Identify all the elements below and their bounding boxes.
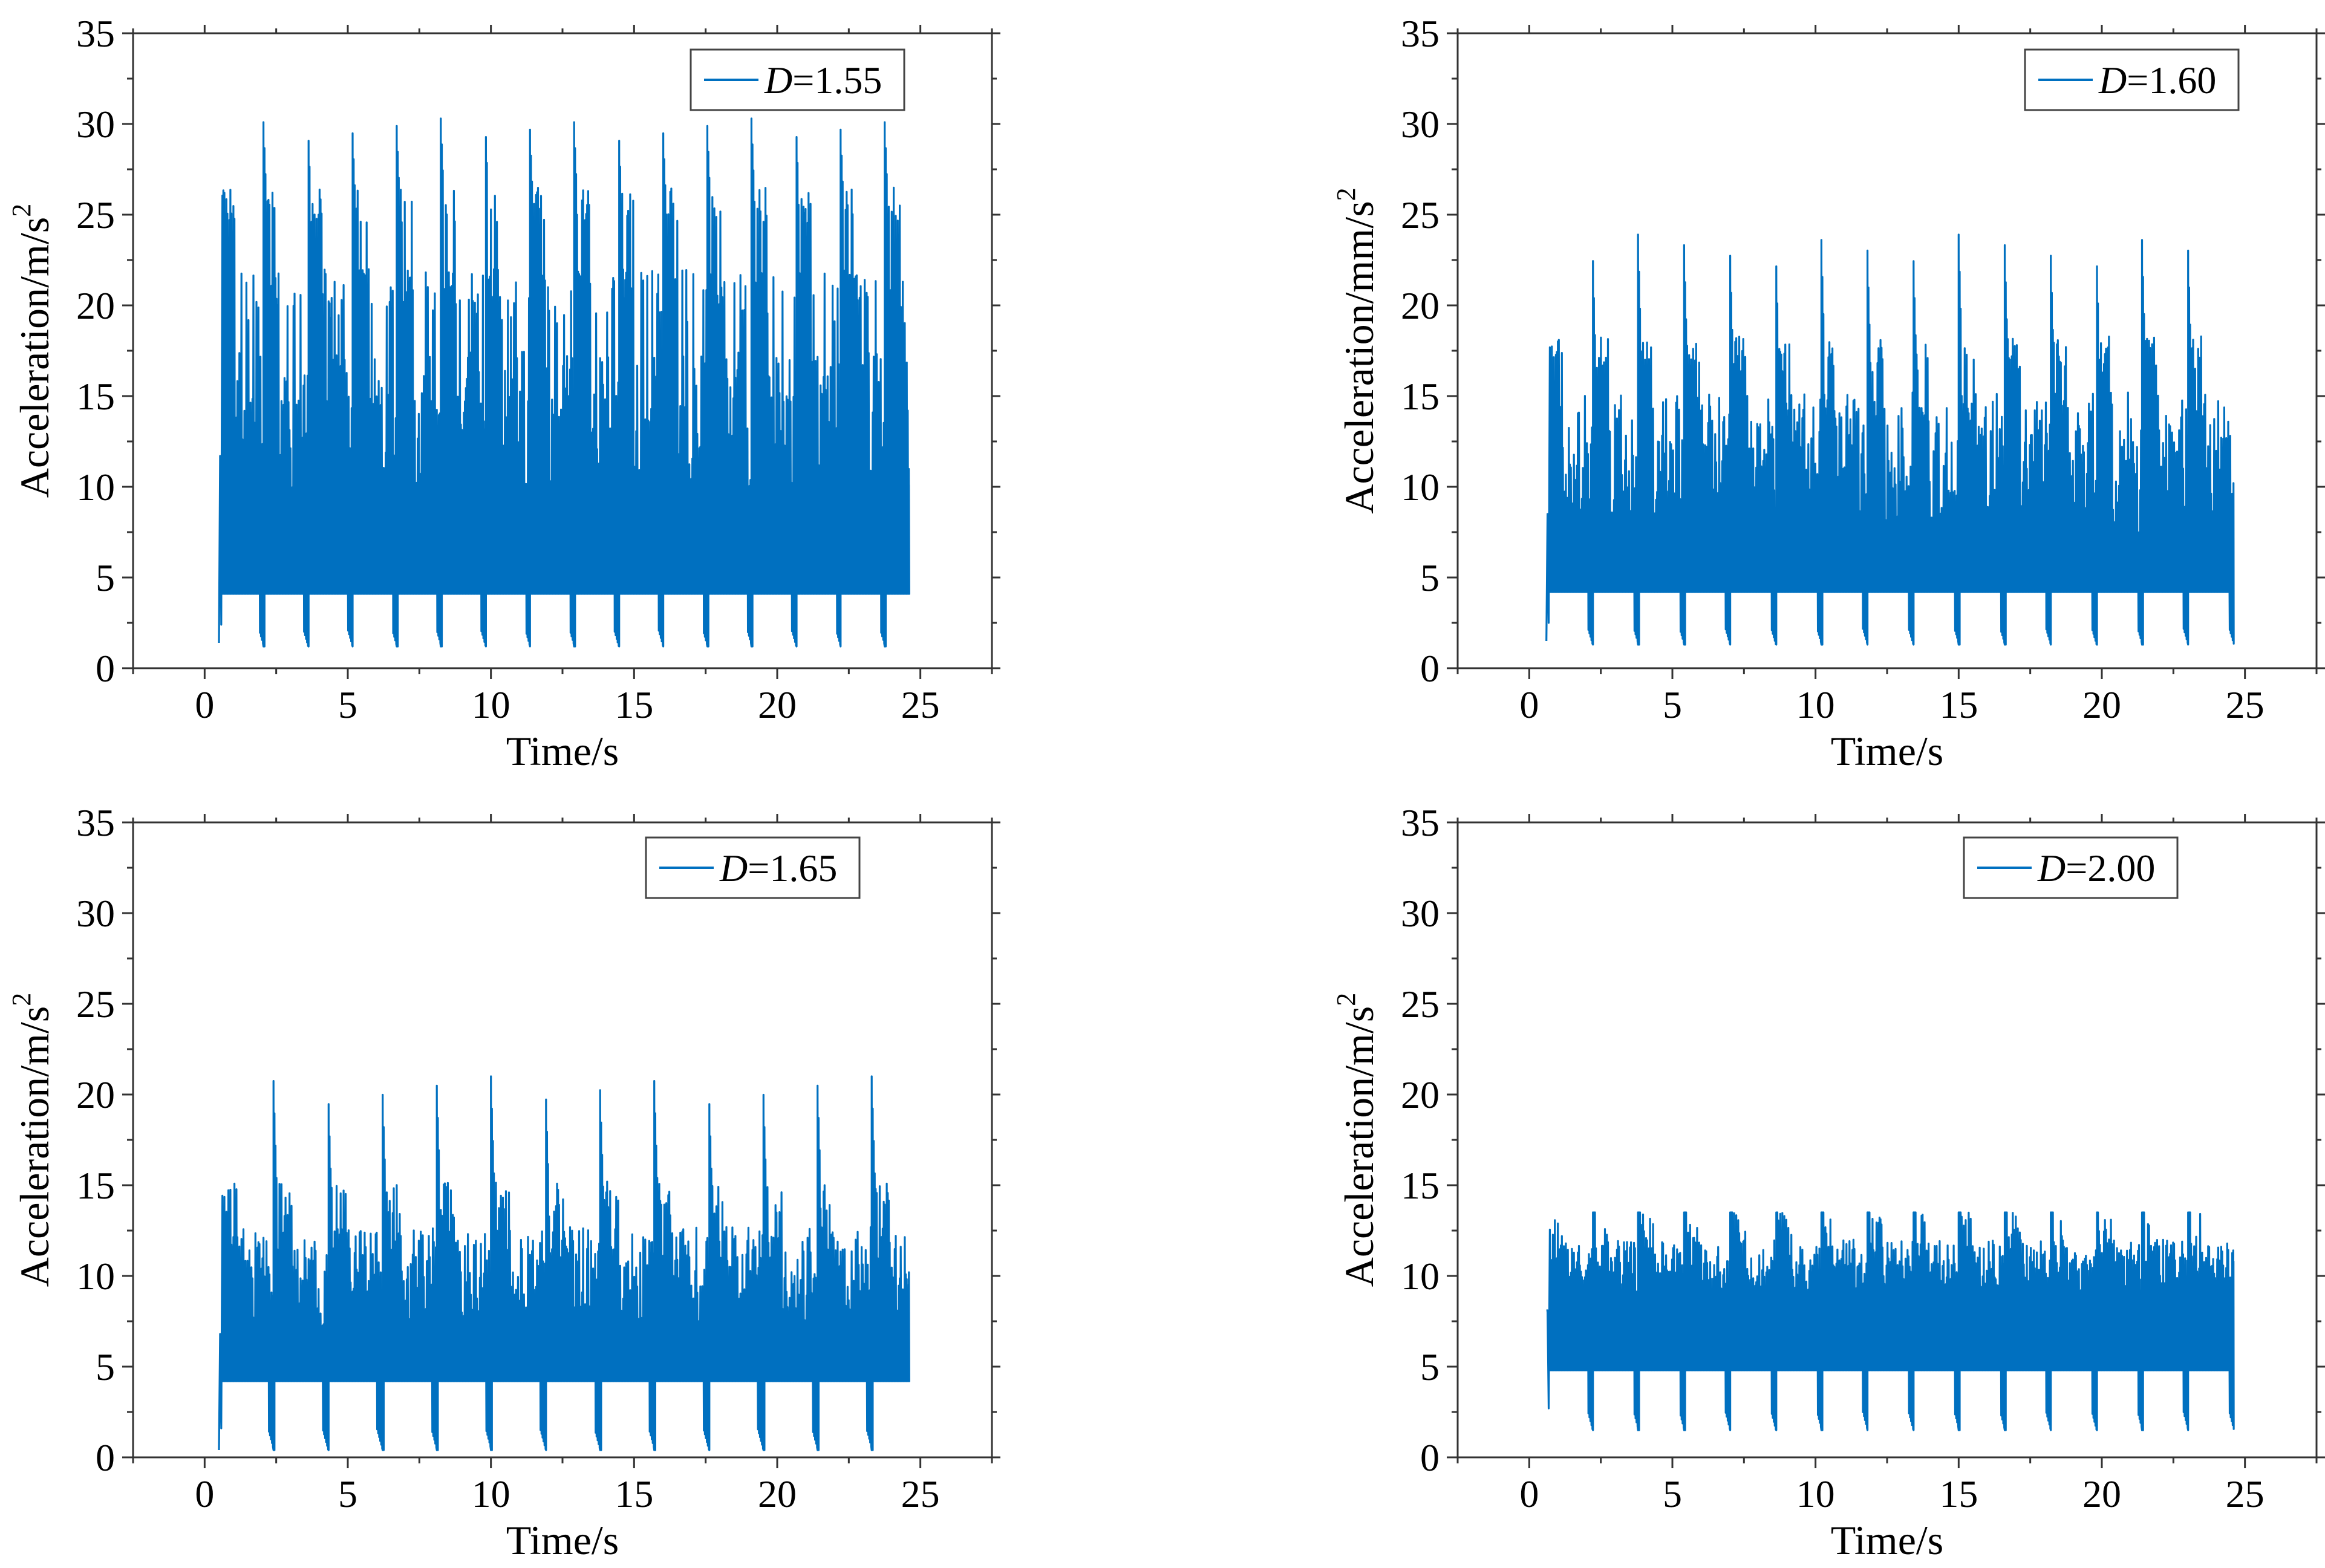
x-tick-label: 20	[758, 1472, 797, 1515]
y-tick-label: 15	[76, 1164, 115, 1207]
x-tick-label: 15	[1939, 683, 1978, 726]
chart-panel-top-right: 0 5 10 15 20 25 30 35 0 5 10 15 20 25 Time/s Accelerati…	[1331, 12, 2325, 774]
x-axis-title: Time/s	[506, 728, 619, 774]
y-tick-label: 0	[96, 1436, 115, 1479]
x-tick-label: 10	[472, 1472, 510, 1515]
y-tick-label: 20	[1401, 284, 1440, 327]
y-tick-label: 25	[1401, 983, 1440, 1026]
y-axis-title-main: Acceleration/m/s	[11, 1006, 57, 1287]
x-tick-label: 10	[472, 683, 510, 726]
x-axis-title: Time/s	[1831, 1517, 1943, 1563]
x-tick-label: 15	[615, 1472, 653, 1515]
x-tick-label: 25	[2226, 1472, 2265, 1515]
x-axis-title: Time/s	[1831, 728, 1943, 774]
x-tick-label: 15	[1939, 1472, 1978, 1515]
x-tick-label: 20	[2082, 683, 2121, 726]
y-axis-title-superscript: 2	[7, 993, 36, 1006]
y-tick-label: 35	[76, 12, 115, 55]
y-tick-label: 5	[96, 556, 115, 599]
legend-label: D=1.65	[719, 847, 837, 890]
y-tick-label: 30	[1401, 103, 1440, 146]
x-tick-label: 0	[1519, 683, 1539, 726]
series-line	[218, 1075, 910, 1451]
legend-label-italic: D	[764, 59, 792, 102]
y-tick-label: 30	[1401, 892, 1440, 935]
y-tick-label: 15	[1401, 375, 1440, 418]
y-axis-title-superscript: 2	[1331, 187, 1361, 201]
x-tick-label: 5	[1663, 1472, 1682, 1515]
legend-label: D=1.55	[764, 59, 882, 102]
x-tick-label: 5	[1663, 683, 1682, 726]
chart-panel-bottom-right: 0 5 10 15 20 25 30 35 0 5 10 15 20 25 Time/s Accelerati…	[1331, 801, 2325, 1563]
y-tick-label: 10	[76, 466, 115, 509]
y-tick-label: 30	[76, 892, 115, 935]
y-tick-label: 20	[1401, 1073, 1440, 1116]
x-tick-label: 25	[2226, 683, 2265, 726]
y-axis-title-main: Acceleration/m/s	[1336, 1006, 1382, 1287]
x-tick-label: 5	[338, 1472, 357, 1515]
x-tick-label: 0	[195, 683, 214, 726]
y-tick-label: 5	[1420, 556, 1440, 599]
y-axis-title: Acceleration/m/s2	[7, 204, 57, 498]
y-tick-label: 20	[76, 1073, 115, 1116]
chart-panel-top-left: 0 5 10 15 20 25 30 35 0 5 10 15 20 25 Time/s Accelerati…	[7, 12, 1000, 774]
x-axis-title: Time/s	[506, 1517, 619, 1563]
x-tick-label: 0	[195, 1472, 214, 1515]
y-tick-label: 0	[1420, 647, 1440, 690]
x-tick-label: 25	[901, 683, 940, 726]
x-tick-label: 0	[1519, 1472, 1539, 1515]
legend-label-italic: D	[2098, 59, 2127, 102]
y-axis-title: Acceleration/m/s2	[1331, 993, 1382, 1287]
y-tick-label: 30	[76, 103, 115, 146]
series-line	[218, 117, 910, 648]
legend-label: D=1.60	[2098, 59, 2216, 102]
y-tick-label: 25	[76, 983, 115, 1026]
x-tick-label: 20	[758, 683, 797, 726]
y-tick-label: 0	[1420, 1436, 1440, 1479]
y-axis-title-main: Acceleration/mm/s	[1336, 201, 1382, 513]
legend-label-rest: =1.60	[2127, 59, 2216, 102]
y-tick-label: 15	[76, 375, 115, 418]
y-tick-label: 5	[96, 1345, 115, 1388]
x-tick-label: 10	[1796, 1472, 1835, 1515]
y-axis-title: Acceleration/mm/s2	[1331, 187, 1382, 513]
x-tick-label: 20	[2082, 1472, 2121, 1515]
legend-label-rest: =1.65	[748, 847, 837, 890]
y-tick-label: 20	[76, 284, 115, 327]
legend-label-italic: D	[719, 847, 748, 890]
y-tick-label: 10	[76, 1255, 115, 1298]
y-tick-label: 10	[1401, 1255, 1440, 1298]
y-tick-label: 5	[1420, 1345, 1440, 1388]
x-tick-label: 10	[1796, 683, 1835, 726]
legend-label: D=2.00	[2037, 847, 2155, 890]
y-tick-label: 10	[1401, 466, 1440, 509]
series-line	[1545, 233, 2235, 646]
x-tick-label: 5	[338, 683, 357, 726]
y-tick-label: 15	[1401, 1164, 1440, 1207]
series-line	[1546, 1211, 2235, 1431]
y-tick-label: 35	[1401, 801, 1440, 844]
y-tick-label: 0	[96, 647, 115, 690]
chart-panel-bottom-left: 0 5 10 15 20 25 30 35 0 5 10 15 20 25 Time/s Accelerati…	[7, 801, 1000, 1563]
legend-label-rest: =2.00	[2066, 847, 2155, 890]
y-axis-title-main: Acceleration/m/s	[11, 217, 57, 498]
x-tick-label: 15	[615, 683, 653, 726]
y-tick-label: 25	[1401, 194, 1440, 236]
y-axis-title-superscript: 2	[1331, 993, 1361, 1006]
x-tick-label: 25	[901, 1472, 940, 1515]
y-axis-title: Acceleration/m/s2	[7, 993, 57, 1287]
legend-label-rest: =1.55	[792, 59, 882, 102]
y-axis-title-superscript: 2	[7, 204, 36, 217]
y-tick-label: 35	[76, 801, 115, 844]
y-tick-label: 25	[76, 194, 115, 236]
legend-label-italic: D	[2037, 847, 2066, 890]
y-tick-label: 35	[1401, 12, 1440, 55]
